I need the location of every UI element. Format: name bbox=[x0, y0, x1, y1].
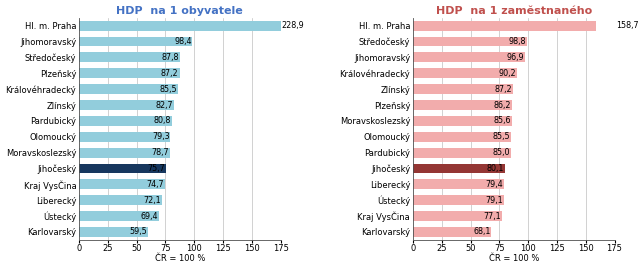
Bar bbox=[413, 132, 511, 142]
X-axis label: ČR = 100 %: ČR = 100 % bbox=[489, 254, 539, 263]
Text: 96,9: 96,9 bbox=[506, 53, 524, 62]
Bar bbox=[413, 148, 511, 158]
Bar bbox=[413, 68, 517, 78]
Bar bbox=[79, 68, 180, 78]
Text: 87,8: 87,8 bbox=[162, 53, 179, 62]
Text: 68,1: 68,1 bbox=[473, 228, 491, 236]
Bar bbox=[413, 100, 512, 110]
Bar bbox=[79, 132, 171, 142]
Title: HDP  na 1 obyvatele: HDP na 1 obyvatele bbox=[117, 6, 243, 16]
Text: 90,2: 90,2 bbox=[498, 69, 516, 78]
Bar bbox=[413, 37, 527, 47]
Text: 72,1: 72,1 bbox=[144, 196, 161, 205]
Bar bbox=[79, 100, 175, 110]
Text: 98,8: 98,8 bbox=[508, 37, 526, 46]
Text: 158,7: 158,7 bbox=[616, 21, 638, 30]
Text: 85,6: 85,6 bbox=[493, 116, 511, 125]
X-axis label: ČR = 100 %: ČR = 100 % bbox=[155, 254, 205, 263]
Text: 80,1: 80,1 bbox=[487, 164, 504, 173]
Bar bbox=[413, 179, 504, 189]
Text: 228,9: 228,9 bbox=[282, 21, 305, 30]
Text: 86,2: 86,2 bbox=[494, 101, 511, 109]
Bar bbox=[413, 227, 491, 237]
Text: 87,2: 87,2 bbox=[495, 85, 513, 94]
Text: 85,0: 85,0 bbox=[493, 148, 510, 157]
Text: 74,7: 74,7 bbox=[147, 180, 164, 189]
Bar bbox=[79, 116, 172, 126]
Text: 98,4: 98,4 bbox=[174, 37, 191, 46]
Bar bbox=[413, 211, 502, 221]
Bar bbox=[413, 164, 505, 174]
Text: 79,1: 79,1 bbox=[486, 196, 503, 205]
Bar bbox=[413, 116, 511, 126]
Bar bbox=[413, 52, 525, 62]
Text: 69,4: 69,4 bbox=[140, 212, 158, 221]
Text: 85,5: 85,5 bbox=[493, 132, 511, 141]
Text: 78,7: 78,7 bbox=[151, 148, 169, 157]
Bar bbox=[79, 164, 166, 174]
Bar bbox=[79, 195, 162, 205]
Text: 82,7: 82,7 bbox=[156, 101, 173, 109]
Text: 59,5: 59,5 bbox=[129, 228, 147, 236]
Bar bbox=[79, 227, 147, 237]
Bar bbox=[79, 52, 180, 62]
Text: 79,3: 79,3 bbox=[152, 132, 169, 141]
Text: 87,2: 87,2 bbox=[161, 69, 178, 78]
Bar bbox=[79, 148, 170, 158]
Bar bbox=[79, 211, 159, 221]
Text: 77,1: 77,1 bbox=[483, 212, 501, 221]
Bar bbox=[79, 84, 178, 94]
Bar bbox=[413, 21, 596, 31]
Text: 75,7: 75,7 bbox=[147, 164, 166, 173]
Title: HDP  na 1 zaměstnaného: HDP na 1 zaměstnaného bbox=[435, 6, 592, 16]
Bar bbox=[413, 195, 504, 205]
Text: 85,5: 85,5 bbox=[159, 85, 176, 94]
Bar bbox=[413, 84, 513, 94]
Text: 80,8: 80,8 bbox=[154, 116, 171, 125]
Bar bbox=[79, 37, 193, 47]
Text: 79,4: 79,4 bbox=[486, 180, 504, 189]
Bar bbox=[79, 21, 281, 31]
Bar bbox=[79, 179, 165, 189]
